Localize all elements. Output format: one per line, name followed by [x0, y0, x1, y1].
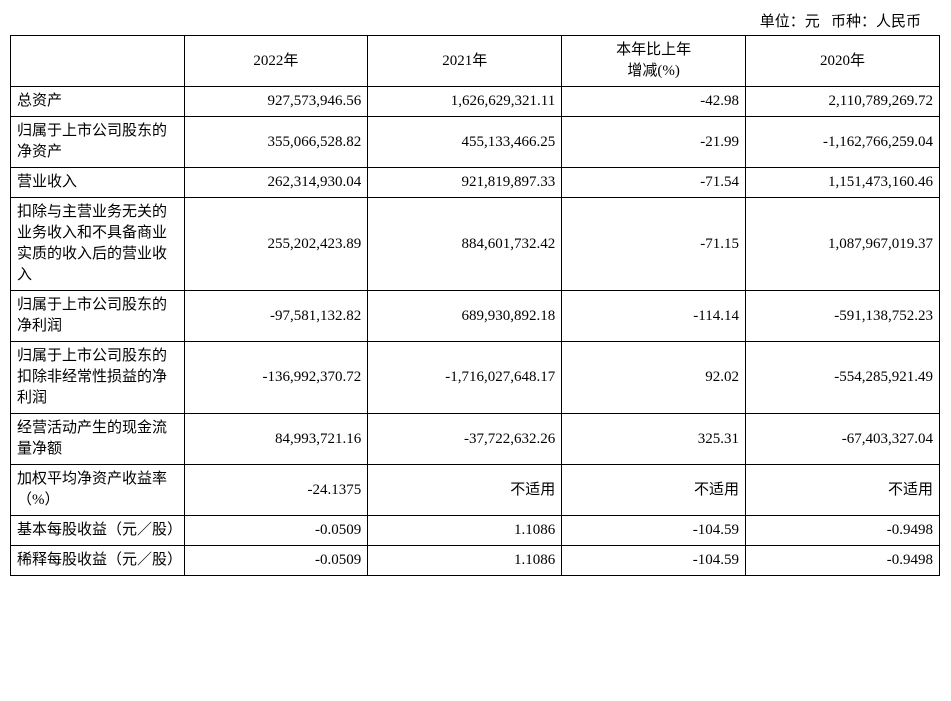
cell-value: -24.1375: [184, 465, 368, 516]
cell-value: -71.15: [562, 198, 746, 291]
cell-value: -1,716,027,648.17: [368, 342, 562, 414]
header-2020: 2020年: [746, 36, 940, 87]
header-change: 本年比上年增减(%): [562, 36, 746, 87]
cell-value: 1.1086: [368, 516, 562, 546]
cell-value: 884,601,732.42: [368, 198, 562, 291]
cell-value: 1,151,473,160.46: [746, 168, 940, 198]
cell-value: 1,626,629,321.11: [368, 87, 562, 117]
table-row: 经营活动产生的现金流量净额84,993,721.16-37,722,632.26…: [11, 414, 940, 465]
cell-value: -67,403,327.04: [746, 414, 940, 465]
header-2022: 2022年: [184, 36, 368, 87]
unit-label: 单位：元: [760, 14, 820, 30]
cell-value: 不适用: [368, 465, 562, 516]
row-label: 经营活动产生的现金流量净额: [11, 414, 185, 465]
cell-value: -114.14: [562, 291, 746, 342]
row-label: 归属于上市公司股东的净资产: [11, 117, 185, 168]
cell-value: -554,285,921.49: [746, 342, 940, 414]
cell-value: -0.9498: [746, 546, 940, 576]
table-row: 稀释每股收益（元／股）-0.05091.1086-104.59-0.9498: [11, 546, 940, 576]
cell-value: 84,993,721.16: [184, 414, 368, 465]
cell-value: 927,573,946.56: [184, 87, 368, 117]
cell-value: -0.0509: [184, 516, 368, 546]
cell-value: 355,066,528.82: [184, 117, 368, 168]
cell-value: -136,992,370.72: [184, 342, 368, 414]
row-label: 总资产: [11, 87, 185, 117]
cell-value: 262,314,930.04: [184, 168, 368, 198]
cell-value: 255,202,423.89: [184, 198, 368, 291]
cell-value: 不适用: [562, 465, 746, 516]
cell-value: -37,722,632.26: [368, 414, 562, 465]
cell-value: 455,133,466.25: [368, 117, 562, 168]
table-body: 总资产927,573,946.561,626,629,321.11-42.982…: [11, 87, 940, 576]
cell-value: -71.54: [562, 168, 746, 198]
cell-value: -21.99: [562, 117, 746, 168]
cell-value: -0.9498: [746, 516, 940, 546]
cell-value: 1,087,967,019.37: [746, 198, 940, 291]
table-row: 加权平均净资产收益率（%）-24.1375不适用不适用不适用: [11, 465, 940, 516]
row-label: 加权平均净资产收益率（%）: [11, 465, 185, 516]
cell-value: -104.59: [562, 546, 746, 576]
cell-value: 921,819,897.33: [368, 168, 562, 198]
table-caption: 单位：元 币种：人民币: [10, 10, 941, 31]
table-row: 归属于上市公司股东的净利润-97,581,132.82689,930,892.1…: [11, 291, 940, 342]
table-row: 营业收入262,314,930.04921,819,897.33-71.541,…: [11, 168, 940, 198]
row-label: 扣除与主营业务无关的业务收入和不具备商业实质的收入后的营业收入: [11, 198, 185, 291]
table-row: 归属于上市公司股东的净资产355,066,528.82455,133,466.2…: [11, 117, 940, 168]
table-row: 扣除与主营业务无关的业务收入和不具备商业实质的收入后的营业收入255,202,4…: [11, 198, 940, 291]
cell-value: 2,110,789,269.72: [746, 87, 940, 117]
header-row: 2022年 2021年 本年比上年增减(%) 2020年: [11, 36, 940, 87]
row-label: 归属于上市公司股东的净利润: [11, 291, 185, 342]
table-row: 归属于上市公司股东的扣除非经常性损益的净利润-136,992,370.72-1,…: [11, 342, 940, 414]
header-blank: [11, 36, 185, 87]
cell-value: 689,930,892.18: [368, 291, 562, 342]
cell-value: 不适用: [746, 465, 940, 516]
cell-value: -104.59: [562, 516, 746, 546]
cell-value: -42.98: [562, 87, 746, 117]
cell-value: -97,581,132.82: [184, 291, 368, 342]
currency-label: 币种：人民币: [831, 14, 921, 30]
row-label: 营业收入: [11, 168, 185, 198]
cell-value: 1.1086: [368, 546, 562, 576]
header-2021: 2021年: [368, 36, 562, 87]
row-label: 稀释每股收益（元／股）: [11, 546, 185, 576]
cell-value: -0.0509: [184, 546, 368, 576]
financial-table: 2022年 2021年 本年比上年增减(%) 2020年 总资产927,573,…: [10, 35, 940, 576]
row-label: 归属于上市公司股东的扣除非经常性损益的净利润: [11, 342, 185, 414]
cell-value: 325.31: [562, 414, 746, 465]
cell-value: 92.02: [562, 342, 746, 414]
cell-value: -591,138,752.23: [746, 291, 940, 342]
row-label: 基本每股收益（元／股）: [11, 516, 185, 546]
table-row: 总资产927,573,946.561,626,629,321.11-42.982…: [11, 87, 940, 117]
table-row: 基本每股收益（元／股）-0.05091.1086-104.59-0.9498: [11, 516, 940, 546]
cell-value: -1,162,766,259.04: [746, 117, 940, 168]
